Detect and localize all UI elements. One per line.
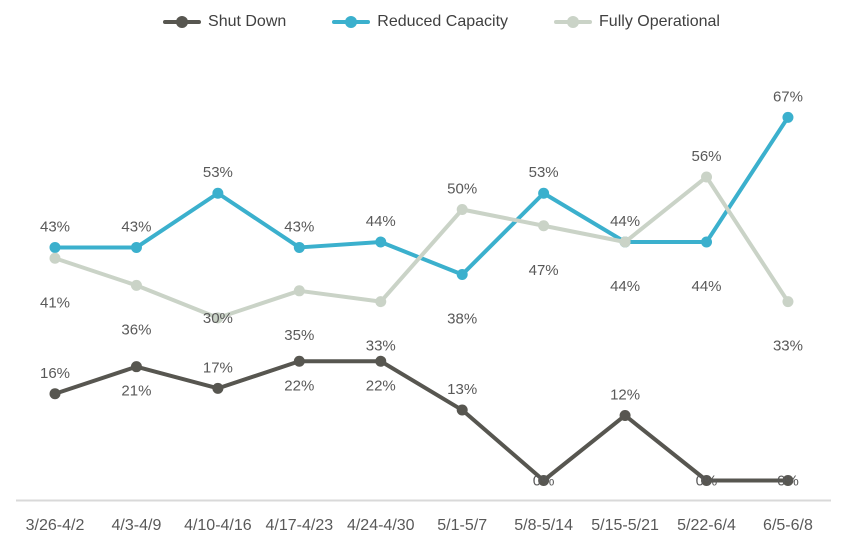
data-label-shut-down: 0% [696,473,718,490]
data-label-shut-down: 0% [777,473,799,490]
data-label-shut-down: 0% [533,473,555,490]
data-label-reduced-capacity: 43% [284,218,314,235]
legend-item-shut-down: Shut Down [163,13,286,31]
data-point-shut-down [701,475,713,486]
data-label-fully-operational: 33% [366,338,396,355]
data-point-reduced-capacity [782,111,794,123]
data-label-fully-operational: 33% [773,338,803,355]
legend-item-reduced-capacity: Reduced Capacity [332,13,508,31]
x-axis-tick-label: 6/5-6/8 [763,517,813,534]
data-point-fully-operational [701,171,713,183]
legend-label-reduced-capacity: Reduced Capacity [377,13,509,30]
legend-dot-swatch [176,16,189,28]
data-point-reduced-capacity [538,187,550,199]
data-label-reduced-capacity: 44% [366,213,396,230]
data-label-fully-operational: 56% [692,148,722,165]
legend-marker-fully-operational [554,16,593,28]
data-point-shut-down [130,361,142,373]
data-point-reduced-capacity [701,236,713,248]
data-point-shut-down [456,404,468,416]
data-label-fully-operational: 30% [203,310,233,327]
data-label-fully-operational: 36% [121,321,151,338]
data-point-shut-down [212,382,224,394]
data-point-shut-down [49,388,61,400]
series-line-fully-operational [53,174,790,320]
data-point-reduced-capacity [212,187,224,199]
data-point-fully-operational [212,312,224,324]
data-point-shut-down [619,409,631,421]
data-label-shut-down: 17% [203,359,233,376]
legend-dot-swatch [345,16,358,28]
legend-label-fully-operational: Fully Operational [599,13,720,30]
data-label-shut-down: 13% [447,381,477,398]
data-label-reduced-capacity: 53% [529,164,559,181]
data-label-fully-operational: 44% [610,278,640,295]
data-point-shut-down [782,475,794,486]
x-axis-tick-label: 4/17-4/23 [266,517,334,534]
data-label-reduced-capacity: 44% [692,278,722,295]
legend-dot-swatch [567,16,580,28]
x-axis-tick-label: 5/15-5/21 [591,517,659,534]
data-point-reduced-capacity [49,241,61,253]
data-label-fully-operational: 35% [284,327,314,344]
data-label-reduced-capacity: 67% [773,88,803,105]
series-line-shut-down [53,359,790,483]
data-point-reduced-capacity [375,236,387,248]
data-label-fully-operational: 41% [40,294,70,311]
x-axis-tick-label: 5/1-5/7 [437,517,487,534]
x-axis-tick-label: 4/3-4/9 [112,517,162,534]
data-label-reduced-capacity: 44% [610,213,640,230]
data-label-fully-operational: 47% [529,262,559,279]
data-label-shut-down: 21% [121,383,151,400]
data-point-fully-operational [619,236,631,248]
data-label-reduced-capacity: 43% [40,218,70,235]
data-point-reduced-capacity [456,269,468,281]
legend-item-fully-operational: Fully Operational [554,13,720,31]
x-axis-tick-label: 4/10-4/16 [184,517,252,534]
chart-legend: Shut Down Reduced Capacity Fully Operati… [0,13,845,31]
legend-marker-shut-down [163,16,202,28]
data-point-fully-operational [49,252,61,264]
data-label-shut-down: 22% [284,377,314,394]
data-label-reduced-capacity: 38% [447,311,477,328]
data-point-shut-down [538,475,550,486]
data-point-fully-operational [293,285,305,297]
data-point-shut-down [375,355,387,367]
data-point-fully-operational [456,204,468,215]
data-point-fully-operational [782,296,794,308]
data-point-fully-operational [375,296,387,308]
data-label-shut-down: 12% [610,386,640,403]
legend-marker-reduced-capacity [332,16,371,28]
data-label-reduced-capacity: 53% [203,164,233,181]
data-label-shut-down: 22% [366,377,396,394]
data-point-shut-down [293,355,305,367]
data-point-reduced-capacity [130,241,142,253]
series-line-reduced-capacity [53,115,790,277]
x-axis-tick-label: 3/26-4/2 [26,517,85,534]
data-point-fully-operational [130,279,142,291]
x-axis-tick-label: 4/24-4/30 [347,517,415,534]
data-label-reduced-capacity: 43% [121,218,151,235]
x-axis-tick-label: 5/8-5/14 [514,517,573,534]
legend-label-shut-down: Shut Down [208,13,287,30]
data-point-fully-operational [538,220,550,232]
data-label-shut-down: 16% [40,365,70,382]
data-point-reduced-capacity [293,241,305,253]
x-axis-tick-label: 5/22-6/4 [677,517,736,534]
data-label-fully-operational: 50% [447,181,477,198]
